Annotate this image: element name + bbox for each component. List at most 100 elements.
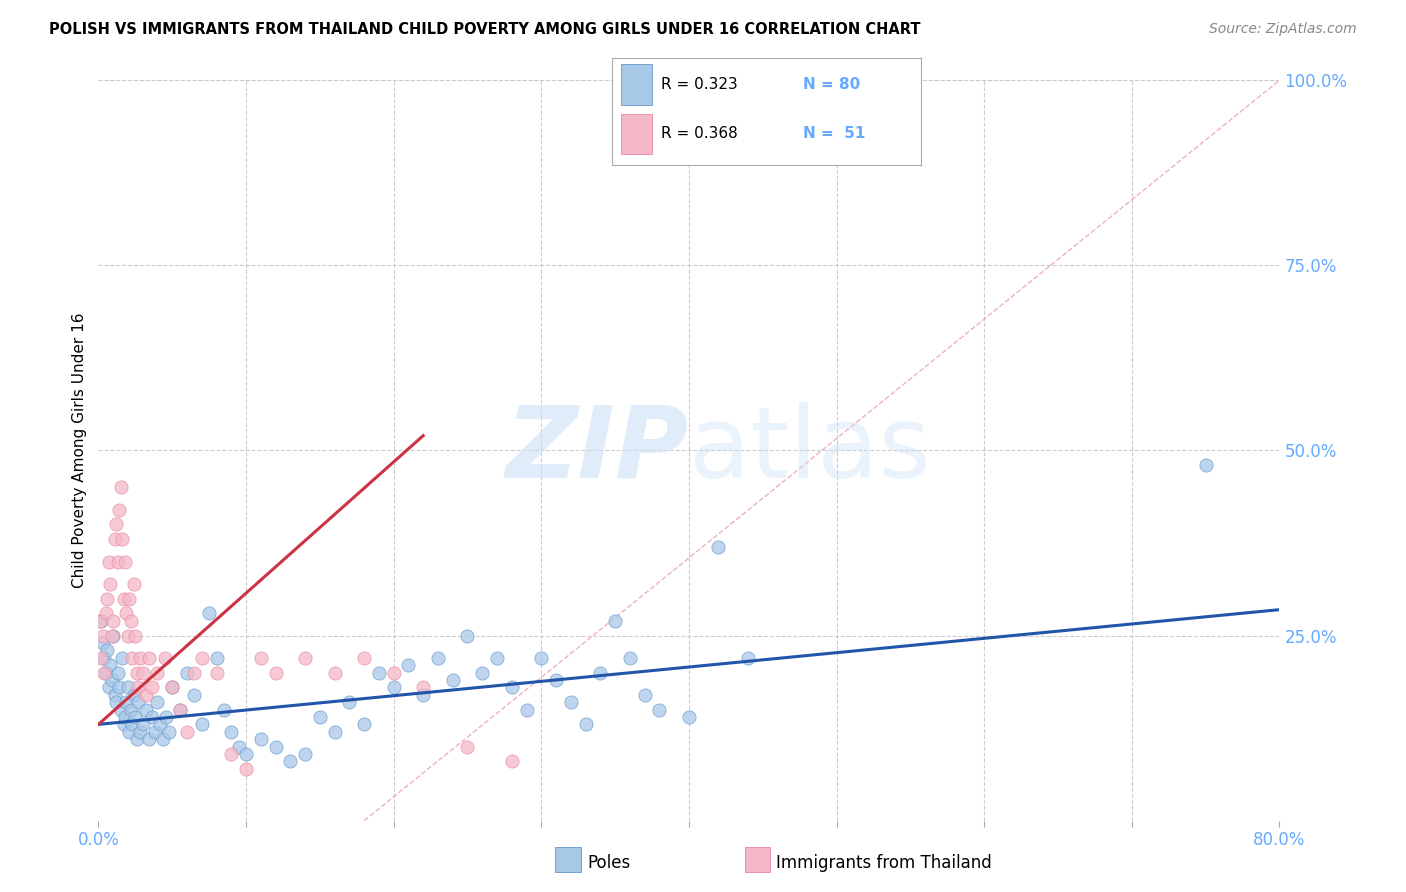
Point bbox=[412, 681, 434, 695]
Point bbox=[501, 755, 523, 769]
Point bbox=[124, 628, 146, 642]
Point bbox=[264, 665, 287, 680]
Point bbox=[125, 732, 148, 747]
Point bbox=[427, 650, 450, 665]
Point bbox=[118, 591, 141, 606]
Point bbox=[122, 688, 145, 702]
Y-axis label: Child Poverty Among Girls Under 16: Child Poverty Among Girls Under 16 bbox=[72, 313, 87, 588]
Point bbox=[678, 710, 700, 724]
Point bbox=[128, 724, 150, 739]
Point bbox=[153, 650, 176, 665]
Point bbox=[546, 673, 568, 687]
Point bbox=[91, 628, 114, 642]
Text: N =  51: N = 51 bbox=[803, 127, 866, 142]
Text: Poles: Poles bbox=[588, 854, 631, 871]
Text: Immigrants from Thailand: Immigrants from Thailand bbox=[776, 854, 991, 871]
Point bbox=[250, 732, 273, 747]
Point bbox=[132, 717, 155, 731]
Point bbox=[111, 533, 134, 547]
Point bbox=[97, 681, 120, 695]
Point bbox=[353, 717, 375, 731]
Point bbox=[294, 650, 316, 665]
Point bbox=[146, 695, 169, 709]
Point bbox=[143, 724, 166, 739]
Point bbox=[138, 650, 160, 665]
Point bbox=[105, 517, 128, 532]
Point bbox=[104, 688, 127, 702]
Point bbox=[486, 650, 509, 665]
Point bbox=[96, 591, 118, 606]
Point bbox=[111, 650, 134, 665]
Point bbox=[353, 650, 375, 665]
Text: atlas: atlas bbox=[689, 402, 931, 499]
Point bbox=[212, 703, 235, 717]
Point bbox=[1195, 458, 1218, 473]
Point bbox=[737, 650, 759, 665]
Point bbox=[264, 739, 287, 754]
Point bbox=[162, 681, 183, 695]
Point bbox=[191, 650, 214, 665]
Point bbox=[96, 643, 118, 657]
Point bbox=[294, 747, 316, 761]
Point bbox=[605, 614, 627, 628]
Text: R = 0.368: R = 0.368 bbox=[661, 127, 738, 142]
Point bbox=[121, 650, 143, 665]
Point bbox=[100, 673, 122, 687]
Point bbox=[157, 724, 180, 739]
Point bbox=[339, 695, 361, 709]
Point bbox=[205, 650, 228, 665]
Point bbox=[98, 576, 121, 591]
Point bbox=[120, 614, 142, 628]
Text: POLISH VS IMMIGRANTS FROM THAILAND CHILD POVERTY AMONG GIRLS UNDER 16 CORRELATIO: POLISH VS IMMIGRANTS FROM THAILAND CHILD… bbox=[49, 22, 921, 37]
Point bbox=[205, 665, 228, 680]
Point bbox=[368, 665, 391, 680]
Point bbox=[112, 591, 135, 606]
Point bbox=[103, 628, 125, 642]
Point bbox=[91, 636, 114, 650]
Point bbox=[707, 540, 730, 554]
Point bbox=[135, 688, 157, 702]
Point bbox=[235, 762, 257, 776]
Point bbox=[138, 732, 160, 747]
Point bbox=[90, 614, 112, 628]
Point bbox=[235, 747, 257, 761]
Point bbox=[98, 658, 121, 673]
Point bbox=[183, 665, 205, 680]
Point bbox=[250, 650, 273, 665]
Point bbox=[100, 628, 122, 642]
Point bbox=[115, 695, 138, 709]
Point bbox=[141, 710, 163, 724]
Text: R = 0.323: R = 0.323 bbox=[661, 78, 738, 92]
Point bbox=[323, 724, 346, 739]
Text: ZIP: ZIP bbox=[506, 402, 689, 499]
Point bbox=[280, 755, 302, 769]
Point bbox=[155, 710, 177, 724]
Point bbox=[121, 717, 143, 731]
Point bbox=[457, 739, 479, 754]
Point bbox=[441, 673, 464, 687]
Point bbox=[146, 665, 169, 680]
Point bbox=[120, 703, 142, 717]
Point bbox=[457, 628, 479, 642]
Point bbox=[176, 724, 198, 739]
Point bbox=[127, 695, 149, 709]
Point bbox=[149, 717, 172, 731]
Point bbox=[90, 650, 112, 665]
Point bbox=[132, 665, 155, 680]
Point bbox=[471, 665, 494, 680]
Point bbox=[198, 607, 221, 621]
Point bbox=[135, 703, 157, 717]
Point bbox=[93, 665, 115, 680]
Point bbox=[117, 681, 139, 695]
Point bbox=[575, 717, 598, 731]
Point bbox=[228, 739, 250, 754]
Point bbox=[110, 703, 132, 717]
Point bbox=[398, 658, 420, 673]
Point bbox=[94, 665, 117, 680]
Point bbox=[152, 732, 174, 747]
Point bbox=[97, 555, 120, 569]
Point bbox=[112, 717, 135, 731]
Point bbox=[105, 695, 128, 709]
Text: Source: ZipAtlas.com: Source: ZipAtlas.com bbox=[1209, 22, 1357, 37]
Point bbox=[530, 650, 553, 665]
